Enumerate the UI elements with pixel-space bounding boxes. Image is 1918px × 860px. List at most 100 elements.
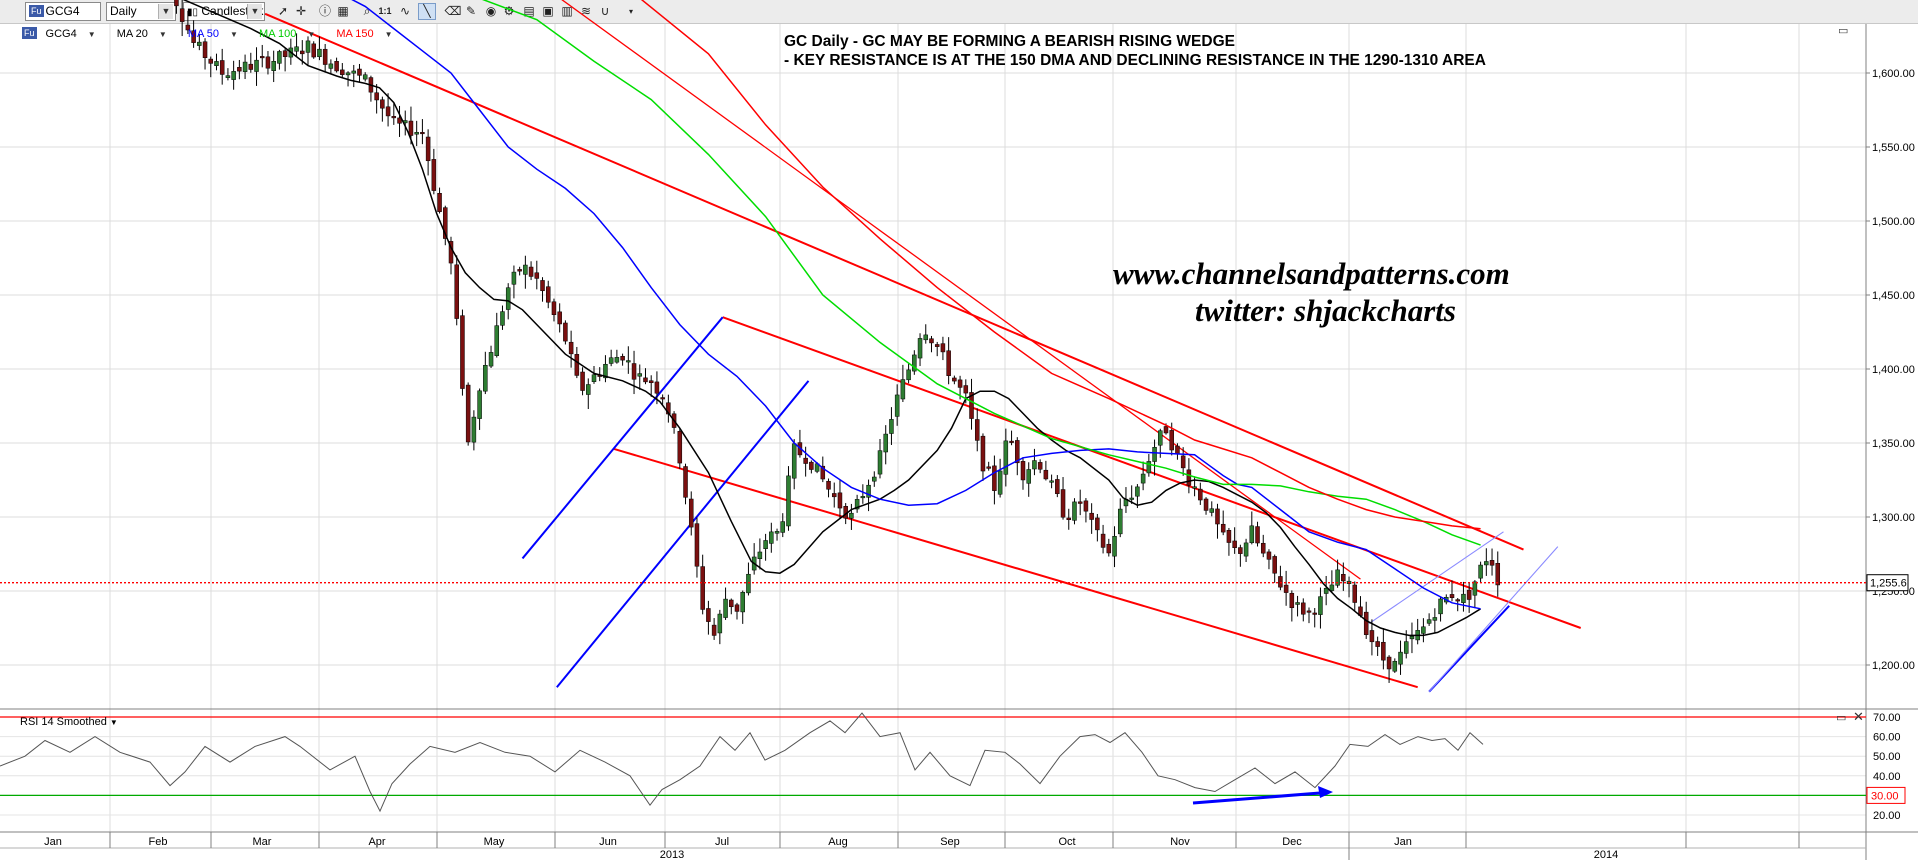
candle: [986, 461, 991, 471]
rsi-indicator-label[interactable]: RSI 14 Smoothed ▼: [20, 716, 118, 728]
candle: [1043, 460, 1049, 481]
interval-select[interactable]: Daily ▼: [106, 2, 176, 21]
candle: [934, 341, 940, 357]
layout-tool-icon[interactable]: ▥: [561, 4, 573, 18]
candle-body-up: [511, 271, 517, 285]
chart-toolbar: Fu GCG4 Daily ▼ ▮▯ Candlestick ▼ ➚ ✛ ⓘ ▦ …: [0, 0, 1918, 24]
candle: [803, 446, 808, 477]
candle: [460, 309, 465, 396]
crosshair-tool-icon[interactable]: ✛: [295, 4, 307, 18]
pointer-tool-icon[interactable]: ➚: [277, 4, 289, 18]
candle-body-down: [1272, 556, 1277, 574]
indicator-tool-icon[interactable]: ∿: [399, 4, 411, 18]
candle-body-up: [740, 591, 745, 613]
magnet-tool-icon[interactable]: ∪: [600, 4, 610, 18]
candle-body-down: [465, 384, 471, 443]
legend-ma100[interactable]: MA 100 ▼: [259, 28, 316, 40]
toolbar-more-icon[interactable]: ▾: [628, 7, 633, 16]
legend-ma150[interactable]: MA 150 ▼: [336, 28, 393, 40]
restore-rsi-panel-icon[interactable]: ▭: [1836, 712, 1847, 724]
candle-body-down: [992, 465, 997, 491]
month-label: Nov: [1170, 836, 1190, 848]
zoom-tool-icon[interactable]: ⌕: [363, 4, 371, 18]
candle: [523, 255, 528, 289]
candle: [1289, 590, 1295, 622]
maximize-price-panel-icon[interactable]: ▭: [1838, 25, 1849, 37]
candle: [877, 439, 883, 479]
candle: [179, 0, 185, 37]
candle-body-down: [1375, 641, 1380, 647]
legend-ma20[interactable]: MA 20 ▼: [116, 28, 167, 40]
candle-body-down: [1301, 602, 1306, 615]
candle-body-up: [866, 484, 871, 498]
candle: [1077, 489, 1083, 516]
reset-zoom-icon[interactable]: 1:1: [378, 6, 392, 16]
candle: [294, 33, 299, 57]
copy-tool-icon[interactable]: ▣: [542, 4, 554, 18]
candle-body-down: [700, 566, 705, 610]
candle: [1220, 510, 1226, 536]
ma100-line: [482, 0, 1481, 546]
candle: [1381, 628, 1386, 670]
object-tool-icon[interactable]: ⚙: [503, 4, 515, 18]
candle-body-down: [980, 435, 986, 472]
candle-body-down: [837, 492, 843, 509]
candle-body-down: [1100, 533, 1106, 548]
candle-body-up: [786, 475, 791, 527]
info-tool-icon[interactable]: ⓘ: [318, 4, 331, 18]
candle-body-down: [380, 99, 385, 109]
candle-body-down: [1037, 462, 1043, 470]
candle: [1352, 581, 1358, 611]
candle-body-up: [1192, 486, 1197, 489]
month-label: Sep: [940, 836, 960, 848]
grid-tool-icon[interactable]: ▦: [337, 4, 349, 18]
chevron-down-icon: ▼: [158, 30, 167, 39]
candle-body-up: [197, 41, 202, 46]
eraser-tool-icon[interactable]: ⌫: [444, 4, 462, 18]
month-label: May: [484, 836, 505, 848]
annotation-tool-icon[interactable]: ✎: [465, 4, 477, 18]
candle-body-down: [1255, 526, 1260, 544]
candle-body-up: [791, 443, 797, 479]
candle-body-up: [849, 512, 854, 519]
candle: [1032, 448, 1037, 476]
candle: [1238, 544, 1243, 567]
candle-body-up: [483, 365, 488, 392]
candle: [1312, 608, 1317, 628]
candle-body-up: [883, 433, 888, 453]
candle-body-down: [1489, 560, 1495, 566]
candle: [923, 324, 929, 344]
legend-symbol[interactable]: Fu GCG4 ▼: [22, 27, 96, 40]
candle: [872, 471, 877, 487]
trendline-tool-icon[interactable]: ╲: [418, 3, 436, 20]
candle-body-down: [1306, 610, 1312, 613]
candle: [1489, 548, 1495, 576]
close-rsi-panel-icon[interactable]: ✕: [1853, 709, 1864, 724]
candle: [282, 48, 288, 72]
candle-body-up: [1335, 569, 1340, 586]
rsi-tick-label: 70.00: [1873, 712, 1901, 724]
candle: [219, 48, 225, 85]
candle-body-down: [397, 117, 402, 124]
symbol-input[interactable]: Fu GCG4: [25, 2, 101, 21]
candle: [1026, 462, 1031, 497]
template-tool-icon[interactable]: ▤: [523, 4, 535, 18]
candle: [1232, 527, 1237, 554]
candle: [734, 602, 740, 620]
candle-body-up: [523, 264, 528, 275]
candle: [591, 366, 597, 384]
candle-body-up: [351, 70, 357, 74]
candle-body-up: [1072, 501, 1077, 521]
color-tool-icon[interactable]: ◉: [485, 4, 497, 18]
candle-body-down: [648, 380, 654, 384]
candle-body-up: [471, 416, 477, 443]
legend-ma50[interactable]: MA 50 ▼: [187, 28, 238, 40]
candle: [511, 265, 517, 299]
candle-body-up: [757, 551, 763, 559]
candle-body-down: [1449, 594, 1455, 599]
wave-tool-icon[interactable]: ≋: [580, 4, 592, 18]
candle-body-down: [1180, 455, 1186, 469]
chevron-down-icon: ▼: [384, 30, 393, 39]
candle: [1112, 526, 1117, 568]
candle-body-down: [454, 264, 459, 319]
